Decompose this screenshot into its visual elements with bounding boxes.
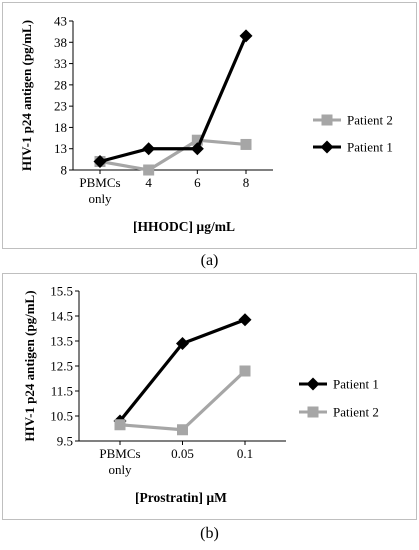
data-point	[190, 142, 204, 156]
legend-marker	[307, 406, 319, 418]
legend-label: Patient 1	[347, 140, 393, 155]
x-tick-label: 8	[243, 175, 250, 190]
series-line	[118, 318, 246, 423]
x-tick-label: 6	[194, 175, 201, 190]
y-tick-label: 23	[54, 99, 67, 114]
y-tick-label: 13	[54, 141, 67, 156]
data-point	[191, 134, 203, 146]
data-point	[93, 154, 107, 168]
x-tick-label: 0.1	[237, 446, 253, 461]
data-point	[142, 142, 156, 156]
y-axis-title: HIV-1 p24 antigen (pg/mL)	[19, 20, 34, 171]
x-tick-label: 0.05	[171, 446, 194, 461]
data-point	[143, 164, 155, 176]
chart-panel-b: 9.5 10.5 11.5 12.5 13.5 14.5 15.5 PBMCs only 0.05…	[2, 273, 417, 520]
legend-label: Patient 2	[333, 405, 379, 420]
data-point	[238, 313, 252, 327]
x-axis-title: [Prostratin] µM	[135, 490, 227, 505]
series-line	[99, 138, 247, 172]
x-tick-label: 4	[145, 175, 152, 190]
y-tick-label: 8	[61, 163, 68, 178]
legend-entry: Patient 2	[299, 405, 379, 420]
legend-label: Patient 2	[347, 113, 393, 128]
y-tick-label: 38	[54, 35, 67, 50]
x-tick-label: PBMCs	[99, 446, 140, 461]
y-tick-label: 28	[54, 77, 67, 92]
legend-label: Patient 1	[333, 377, 379, 392]
y-axis-title: HIV-1 p24 antigen (pg/mL)	[22, 290, 37, 441]
panel-label-a: (a)	[200, 252, 219, 269]
y-tick-label: 15.5	[50, 284, 73, 299]
y-tick-label: 11.5	[51, 384, 73, 399]
y-tick-label: 18	[54, 120, 67, 135]
y-tick-label: 9.5	[57, 434, 73, 449]
data-point	[114, 419, 126, 431]
legend-marker	[306, 377, 320, 391]
data-point	[240, 138, 252, 150]
legend-marker	[321, 114, 333, 126]
legend-entry: Patient 1	[299, 377, 379, 392]
y-tick-label: 43	[54, 14, 67, 29]
x-tick-label: only	[88, 191, 112, 206]
legend-entry: Patient 2	[313, 113, 393, 128]
y-tick-label: 10.5	[50, 409, 73, 424]
y-tick-label: 14.5	[50, 309, 73, 324]
x-tick-label: only	[108, 462, 132, 477]
legend-marker	[320, 140, 334, 154]
series-line	[119, 369, 247, 432]
y-tick-label: 13.5	[50, 334, 73, 349]
data-point	[176, 337, 189, 350]
panel-label-b: (b)	[200, 525, 219, 542]
x-axis-title: [HHODC] µg/mL	[133, 219, 235, 234]
y-tick-label: 33	[54, 56, 67, 71]
series-patient-2	[114, 365, 251, 436]
y-tick-label: 12.5	[50, 359, 73, 374]
data-point	[239, 365, 251, 377]
series-line	[99, 35, 248, 164]
series-patient-1	[113, 313, 252, 428]
chart-panel-a: 8 13 18 23 28 33 38 43 PBMCs only 4 6 8 [HHODC] µg/mL…	[2, 2, 417, 249]
data-point	[177, 424, 188, 436]
legend-entry: Patient 1	[313, 140, 393, 155]
data-point	[239, 29, 253, 43]
series-patient-1	[93, 29, 253, 168]
x-tick-label: PBMCs	[79, 175, 120, 190]
